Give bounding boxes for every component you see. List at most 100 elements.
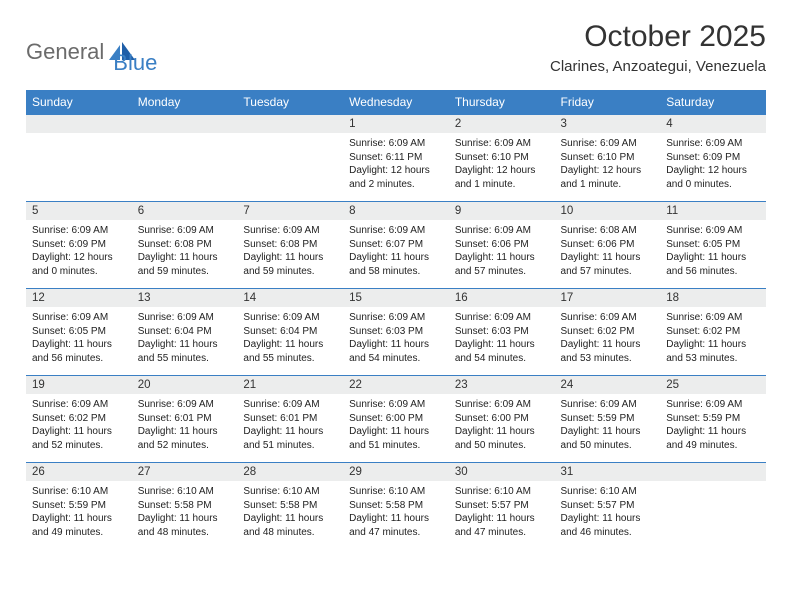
day-sunrise: Sunrise: 6:09 AM [561, 137, 655, 151]
day-sunrise: Sunrise: 6:09 AM [561, 311, 655, 325]
day-cell: Sunrise: 6:09 AMSunset: 6:01 PMDaylight:… [132, 394, 238, 463]
day-number: 21 [237, 376, 343, 395]
day-cell [660, 481, 766, 549]
day-day2: and 51 minutes. [349, 439, 443, 453]
day-day1: Daylight: 11 hours [138, 512, 232, 526]
day-number: 18 [660, 289, 766, 308]
day-sunrise: Sunrise: 6:09 AM [32, 311, 126, 325]
day-day2: and 49 minutes. [666, 439, 760, 453]
day-number: 5 [26, 202, 132, 221]
day-sunrise: Sunrise: 6:09 AM [349, 224, 443, 238]
day-day2: and 57 minutes. [455, 265, 549, 279]
day-number: 26 [26, 463, 132, 482]
day-day2: and 54 minutes. [349, 352, 443, 366]
day-day1: Daylight: 11 hours [561, 425, 655, 439]
day-sunset: Sunset: 5:59 PM [32, 499, 126, 513]
day-cell: Sunrise: 6:09 AMSunset: 6:05 PMDaylight:… [26, 307, 132, 376]
day-sunset: Sunset: 6:03 PM [455, 325, 549, 339]
day-day1: Daylight: 11 hours [243, 251, 337, 265]
weekday-header: Monday [132, 90, 238, 115]
weekday-header: Wednesday [343, 90, 449, 115]
weekday-header-row: Sunday Monday Tuesday Wednesday Thursday… [26, 90, 766, 115]
content-row: Sunrise: 6:09 AMSunset: 6:02 PMDaylight:… [26, 394, 766, 463]
day-number: 12 [26, 289, 132, 308]
day-cell: Sunrise: 6:09 AMSunset: 6:10 PMDaylight:… [449, 133, 555, 202]
day-day1: Daylight: 12 hours [666, 164, 760, 178]
day-sunset: Sunset: 6:02 PM [561, 325, 655, 339]
day-cell: Sunrise: 6:08 AMSunset: 6:06 PMDaylight:… [555, 220, 661, 289]
day-number: 15 [343, 289, 449, 308]
day-day2: and 55 minutes. [138, 352, 232, 366]
day-number: 3 [555, 115, 661, 134]
day-day1: Daylight: 11 hours [455, 251, 549, 265]
day-day1: Daylight: 11 hours [138, 338, 232, 352]
logo: General Blue [26, 20, 157, 76]
day-day1: Daylight: 12 hours [561, 164, 655, 178]
day-day1: Daylight: 11 hours [666, 425, 760, 439]
day-day2: and 56 minutes. [32, 352, 126, 366]
day-sunset: Sunset: 6:01 PM [138, 412, 232, 426]
day-cell: Sunrise: 6:09 AMSunset: 6:04 PMDaylight:… [237, 307, 343, 376]
day-sunrise: Sunrise: 6:09 AM [349, 398, 443, 412]
day-sunrise: Sunrise: 6:09 AM [138, 398, 232, 412]
day-day2: and 50 minutes. [561, 439, 655, 453]
day-day1: Daylight: 11 hours [349, 512, 443, 526]
day-day2: and 48 minutes. [243, 526, 337, 540]
day-day1: Daylight: 11 hours [455, 425, 549, 439]
day-sunrise: Sunrise: 6:10 AM [32, 485, 126, 499]
day-day2: and 56 minutes. [666, 265, 760, 279]
day-sunrise: Sunrise: 6:09 AM [349, 137, 443, 151]
day-day1: Daylight: 11 hours [455, 512, 549, 526]
day-cell: Sunrise: 6:10 AMSunset: 5:59 PMDaylight:… [26, 481, 132, 549]
day-number [237, 115, 343, 134]
day-cell: Sunrise: 6:09 AMSunset: 6:10 PMDaylight:… [555, 133, 661, 202]
day-number: 27 [132, 463, 238, 482]
day-sunrise: Sunrise: 6:09 AM [666, 137, 760, 151]
day-sunrise: Sunrise: 6:09 AM [561, 398, 655, 412]
day-day1: Daylight: 11 hours [243, 512, 337, 526]
day-day2: and 48 minutes. [138, 526, 232, 540]
day-sunrise: Sunrise: 6:10 AM [349, 485, 443, 499]
day-sunset: Sunset: 5:57 PM [561, 499, 655, 513]
day-day1: Daylight: 11 hours [138, 425, 232, 439]
day-day2: and 1 minute. [455, 178, 549, 192]
day-number [660, 463, 766, 482]
day-day1: Daylight: 11 hours [349, 251, 443, 265]
day-cell: Sunrise: 6:09 AMSunset: 6:04 PMDaylight:… [132, 307, 238, 376]
day-number: 16 [449, 289, 555, 308]
day-sunrise: Sunrise: 6:10 AM [455, 485, 549, 499]
day-cell: Sunrise: 6:09 AMSunset: 6:07 PMDaylight:… [343, 220, 449, 289]
day-day1: Daylight: 11 hours [32, 338, 126, 352]
daynum-row: 262728293031 [26, 463, 766, 482]
day-number: 22 [343, 376, 449, 395]
day-cell: Sunrise: 6:09 AMSunset: 6:05 PMDaylight:… [660, 220, 766, 289]
day-sunrise: Sunrise: 6:10 AM [561, 485, 655, 499]
day-cell: Sunrise: 6:10 AMSunset: 5:58 PMDaylight:… [237, 481, 343, 549]
day-cell: Sunrise: 6:09 AMSunset: 5:59 PMDaylight:… [660, 394, 766, 463]
day-sunrise: Sunrise: 6:09 AM [243, 398, 337, 412]
weekday-header: Tuesday [237, 90, 343, 115]
day-cell: Sunrise: 6:10 AMSunset: 5:58 PMDaylight:… [343, 481, 449, 549]
day-day2: and 49 minutes. [32, 526, 126, 540]
day-day1: Daylight: 11 hours [349, 425, 443, 439]
day-day1: Daylight: 11 hours [561, 251, 655, 265]
day-sunset: Sunset: 6:00 PM [455, 412, 549, 426]
day-day2: and 46 minutes. [561, 526, 655, 540]
day-day1: Daylight: 11 hours [666, 338, 760, 352]
header: General Blue October 2025 Clarines, Anzo… [26, 20, 766, 76]
day-cell: Sunrise: 6:09 AMSunset: 6:02 PMDaylight:… [26, 394, 132, 463]
day-sunset: Sunset: 6:00 PM [349, 412, 443, 426]
day-cell: Sunrise: 6:09 AMSunset: 6:11 PMDaylight:… [343, 133, 449, 202]
day-number: 9 [449, 202, 555, 221]
day-number: 14 [237, 289, 343, 308]
day-number: 30 [449, 463, 555, 482]
day-sunrise: Sunrise: 6:09 AM [32, 224, 126, 238]
content-row: Sunrise: 6:09 AMSunset: 6:05 PMDaylight:… [26, 307, 766, 376]
day-sunrise: Sunrise: 6:10 AM [138, 485, 232, 499]
day-day1: Daylight: 11 hours [32, 425, 126, 439]
day-number: 11 [660, 202, 766, 221]
day-number: 10 [555, 202, 661, 221]
day-sunrise: Sunrise: 6:09 AM [243, 311, 337, 325]
day-sunset: Sunset: 6:08 PM [138, 238, 232, 252]
logo-text-blue: Blue [113, 50, 157, 76]
